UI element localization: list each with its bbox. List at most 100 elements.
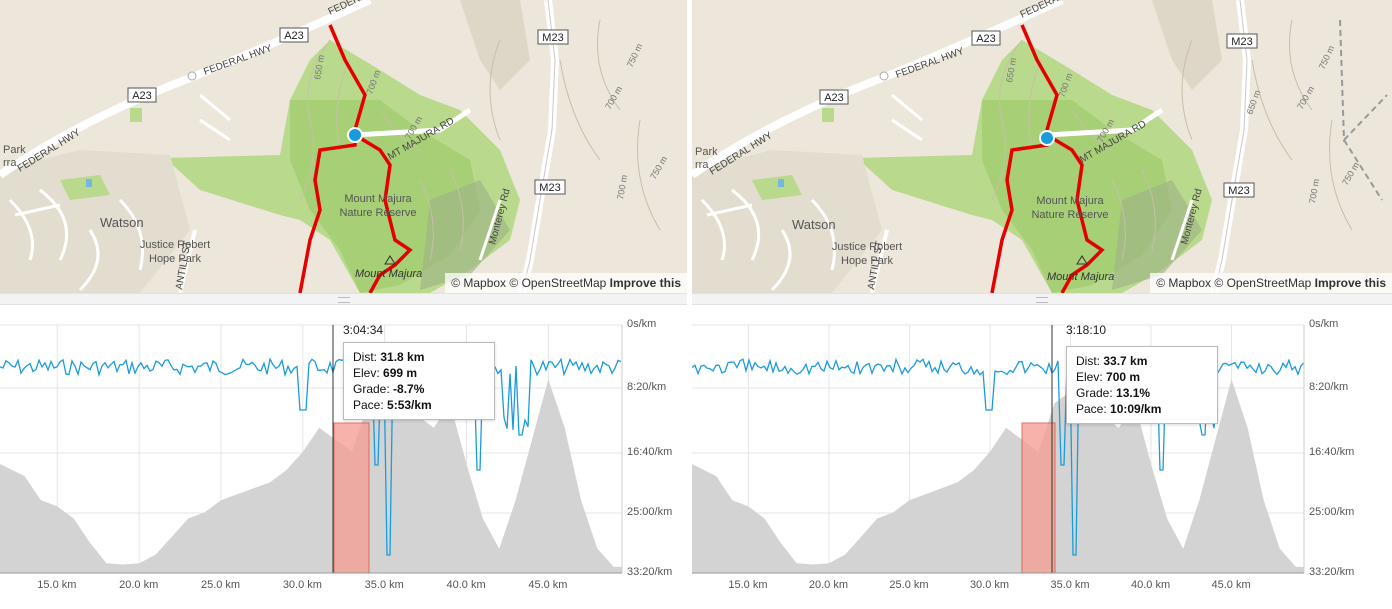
- x-tick-label: 15.0 km: [37, 579, 77, 591]
- pond: [86, 179, 92, 187]
- suburb-streets: [700, 93, 923, 292]
- x-tick-label: 45.0 km: [528, 579, 568, 591]
- resize-splitter[interactable]: [0, 293, 687, 305]
- m23-shield-top: M23: [537, 29, 569, 45]
- map-attribution: © Mapbox © OpenStreetMap Improve this: [445, 273, 687, 293]
- route-line-branch[interactable]: [354, 133, 413, 293]
- x-tick-label: 35.0 km: [1050, 579, 1090, 591]
- svg-text:M23: M23: [539, 182, 560, 194]
- y-tick-label: 16:40/km: [627, 446, 673, 458]
- map-canvas: A23 A23 M23 M23 FEDERAL HWY FEDERAL HWY …: [692, 0, 1388, 293]
- x-tick-label: 30.0 km: [282, 579, 322, 591]
- park-label: Park: [3, 144, 26, 156]
- watson-label: Watson: [100, 215, 144, 230]
- elevation-pace-chart[interactable]: 0s/km 8:20/km 16:40/km 25:00/km 33:20/km 15.0…: [0, 305, 687, 605]
- y-tick-label: 0s/km: [1309, 318, 1339, 330]
- contour-lines: [991, 19, 1353, 261]
- small-park: [822, 108, 834, 122]
- park-label-2: rra: [695, 159, 709, 171]
- majura-road: [1046, 107, 1164, 138]
- route-line[interactable]: [298, 24, 367, 293]
- antill-street: [870, 229, 889, 293]
- svg-text:M23: M23: [1228, 185, 1249, 197]
- svg-text:A23: A23: [976, 33, 996, 45]
- x-tick-label: 40.0 km: [446, 579, 486, 591]
- reserve-label: Mount Majura: [344, 193, 412, 205]
- contour-lines: [299, 19, 661, 261]
- contour-label: 750 m: [625, 42, 645, 69]
- map-canvas: A23 A23 M23 M23 FEDERAL HWY FEDERAL HWY …: [0, 0, 669, 293]
- contour-label: 650 m: [312, 54, 326, 80]
- reserve-label: Mount Majura: [1036, 195, 1104, 207]
- x-tick-label: 30.0 km: [969, 579, 1010, 591]
- svg-text:A23: A23: [824, 92, 844, 104]
- improve-link[interactable]: Improve this: [609, 276, 681, 290]
- peak-label: Mount Majura: [1047, 271, 1114, 283]
- tooltip-grade: Grade: 13.1%: [1076, 386, 1151, 400]
- suburb-streets: [8, 93, 231, 292]
- map-attribution: © Mapbox © OpenStreetMap Improve this: [1150, 273, 1392, 293]
- x-tick-label: 40.0 km: [1131, 579, 1171, 591]
- m23-shield-mid: M23: [534, 179, 566, 195]
- cursor-time-label: 3:04:34: [343, 323, 384, 337]
- svg-text:A23: A23: [132, 90, 152, 102]
- contour-label: 700 m: [603, 84, 624, 111]
- pond: [778, 179, 784, 187]
- mapbox-link[interactable]: © Mapbox: [451, 276, 507, 290]
- suburb-park: [752, 175, 802, 200]
- reserve-label-2: Nature Reserve: [339, 207, 416, 219]
- x-tick-label: 35.0 km: [364, 579, 404, 591]
- mapbox-link[interactable]: © Mapbox: [1156, 276, 1212, 290]
- y-tick-label: 16:40/km: [1309, 446, 1355, 458]
- y-tick-label: 33:20/km: [627, 566, 673, 578]
- elevation-area: [0, 379, 622, 573]
- y-tick-label: 8:20/km: [1309, 381, 1349, 393]
- selection-range[interactable]: [333, 422, 370, 574]
- pace-line: [0, 357, 622, 556]
- resize-splitter[interactable]: [692, 293, 1392, 305]
- justice-park-label: Justice Robert: [140, 239, 210, 251]
- hill-shade-north: [460, 0, 530, 90]
- hover-tooltip: Dist: 31.8 km Elev: 699 m Grade: -8.7% Pace…: [343, 342, 495, 420]
- hill-shade: [420, 180, 510, 290]
- contour-label: 650 m: [1004, 57, 1018, 83]
- y-tick-label: 8:20/km: [627, 381, 667, 393]
- route-line-branch[interactable]: [1046, 133, 1105, 293]
- grip-icon: [337, 297, 350, 303]
- federal-hwy-label-3: FEDERAL HWY: [1019, 0, 1089, 21]
- x-tick-label: 25.0 km: [200, 579, 241, 591]
- route-map[interactable]: A23 A23 M23 M23 FEDERAL HWY FEDERAL HWY …: [692, 0, 1392, 293]
- route-line[interactable]: [990, 24, 1059, 293]
- federal-hwy-label: FEDERAL HWY: [202, 43, 274, 78]
- tooltip-pace: Pace: 10:09/km: [1076, 402, 1162, 416]
- federal-hwy-label: FEDERAL HWY: [894, 46, 966, 81]
- osm-link[interactable]: © OpenStreetMap: [1214, 276, 1312, 290]
- antill-street: [178, 229, 197, 293]
- x-tick-label: 15.0 km: [728, 579, 768, 591]
- position-marker-icon[interactable]: [1039, 130, 1055, 146]
- tooltip-elev: Elev: 700 m: [1076, 370, 1141, 384]
- position-marker-icon[interactable]: [347, 127, 363, 143]
- justice-park-label: Justice Robert: [832, 241, 902, 253]
- justice-park-label-2: Hope Park: [149, 253, 201, 265]
- svg-text:M23: M23: [1231, 36, 1252, 48]
- peak-icon: [1076, 255, 1088, 265]
- peak-icon: [384, 255, 396, 265]
- a23-shield-top: A23: [971, 30, 1001, 46]
- chart-svg: [692, 324, 1305, 574]
- elevation-pace-chart[interactable]: 0s/km 8:20/km 16:40/km 25:00/km 33:20/km 15.0…: [692, 305, 1392, 605]
- justice-park-label-2: Hope Park: [841, 255, 893, 267]
- tooltip-dist: Dist: 31.8 km: [353, 350, 425, 364]
- osm-link[interactable]: © OpenStreetMap: [509, 276, 607, 290]
- elevation-area: [692, 379, 1304, 573]
- roundabout-icon: [879, 71, 889, 81]
- monterey-road: [478, 199, 502, 261]
- x-tick-label: 20.0 km: [808, 579, 849, 591]
- improve-link[interactable]: Improve this: [1314, 276, 1386, 290]
- m23-shield-top: M23: [1226, 33, 1258, 49]
- pace-line: [692, 357, 1305, 556]
- selection-range[interactable]: [1021, 422, 1056, 574]
- a23-shield-left: A23: [127, 87, 157, 103]
- park-label-2: rra: [3, 157, 17, 169]
- route-map[interactable]: A23 A23 M23 M23 FEDERAL HWY FEDERAL HWY …: [0, 0, 687, 293]
